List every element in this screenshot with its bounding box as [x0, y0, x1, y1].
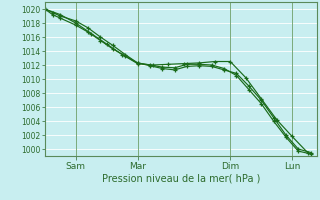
X-axis label: Pression niveau de la mer( hPa ): Pression niveau de la mer( hPa ) [102, 173, 260, 183]
